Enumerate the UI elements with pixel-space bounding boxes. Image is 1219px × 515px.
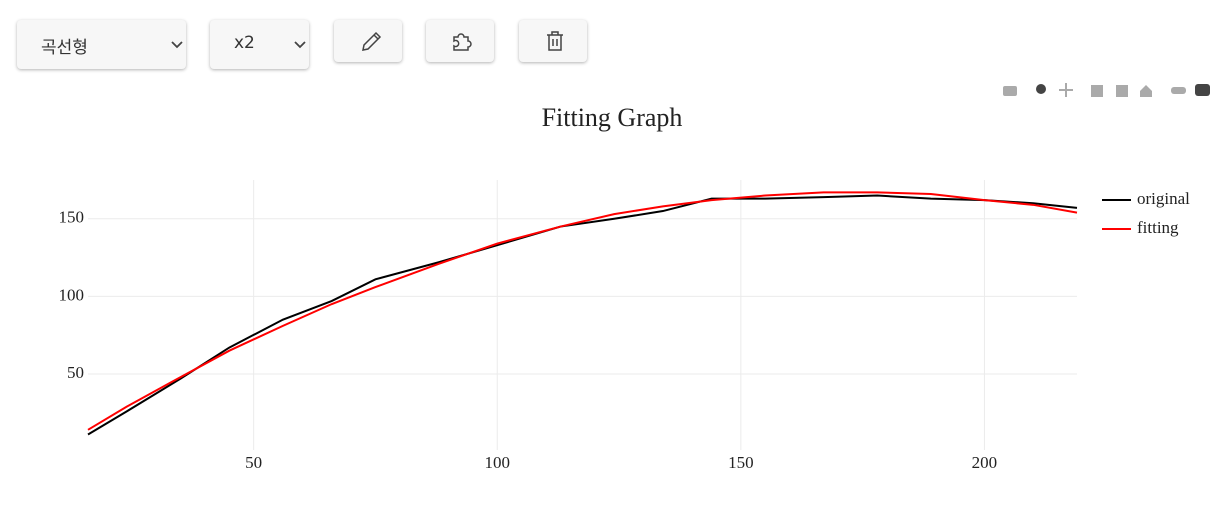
hover-icon[interactable] [1195, 84, 1210, 96]
edit-button[interactable] [334, 20, 402, 62]
y-tick-label: 50 [67, 363, 84, 382]
modebar [1003, 83, 1210, 97]
pencil-icon [362, 31, 382, 51]
chart-title: Fitting Graph [542, 103, 683, 132]
x-tick-label: 100 [484, 453, 510, 472]
spike-icon[interactable] [1171, 87, 1186, 94]
camera-icon[interactable] [1003, 86, 1017, 96]
x-tick-label: 50 [245, 453, 262, 472]
y-tick-label: 150 [59, 208, 85, 227]
plugin-button[interactable] [426, 20, 494, 62]
zoom-out-icon[interactable] [1116, 85, 1128, 97]
degree-label: x2 [234, 33, 255, 53]
series-line [87, 191, 1078, 431]
mode-select[interactable]: 곡선형 [17, 20, 186, 69]
delete-button[interactable] [519, 20, 587, 62]
y-tick-label: 100 [59, 285, 85, 304]
mode-label: 곡선형 [41, 38, 88, 58]
pan-icon[interactable] [1059, 83, 1073, 97]
x-tick-label: 150 [728, 453, 754, 472]
zoom-in-icon[interactable] [1091, 85, 1103, 97]
series-line [87, 194, 1078, 436]
trash-icon [547, 31, 563, 51]
legend-label: fitting [1137, 218, 1179, 237]
legend-label: original [1137, 189, 1190, 208]
chevron [171, 41, 183, 49]
x-tick-label: 200 [972, 453, 998, 472]
chevron [294, 41, 306, 49]
zoom-icon[interactable] [1036, 84, 1046, 94]
puzzle-icon [453, 33, 472, 51]
home-icon[interactable] [1140, 85, 1152, 97]
degree-select[interactable]: x2 [210, 20, 309, 69]
